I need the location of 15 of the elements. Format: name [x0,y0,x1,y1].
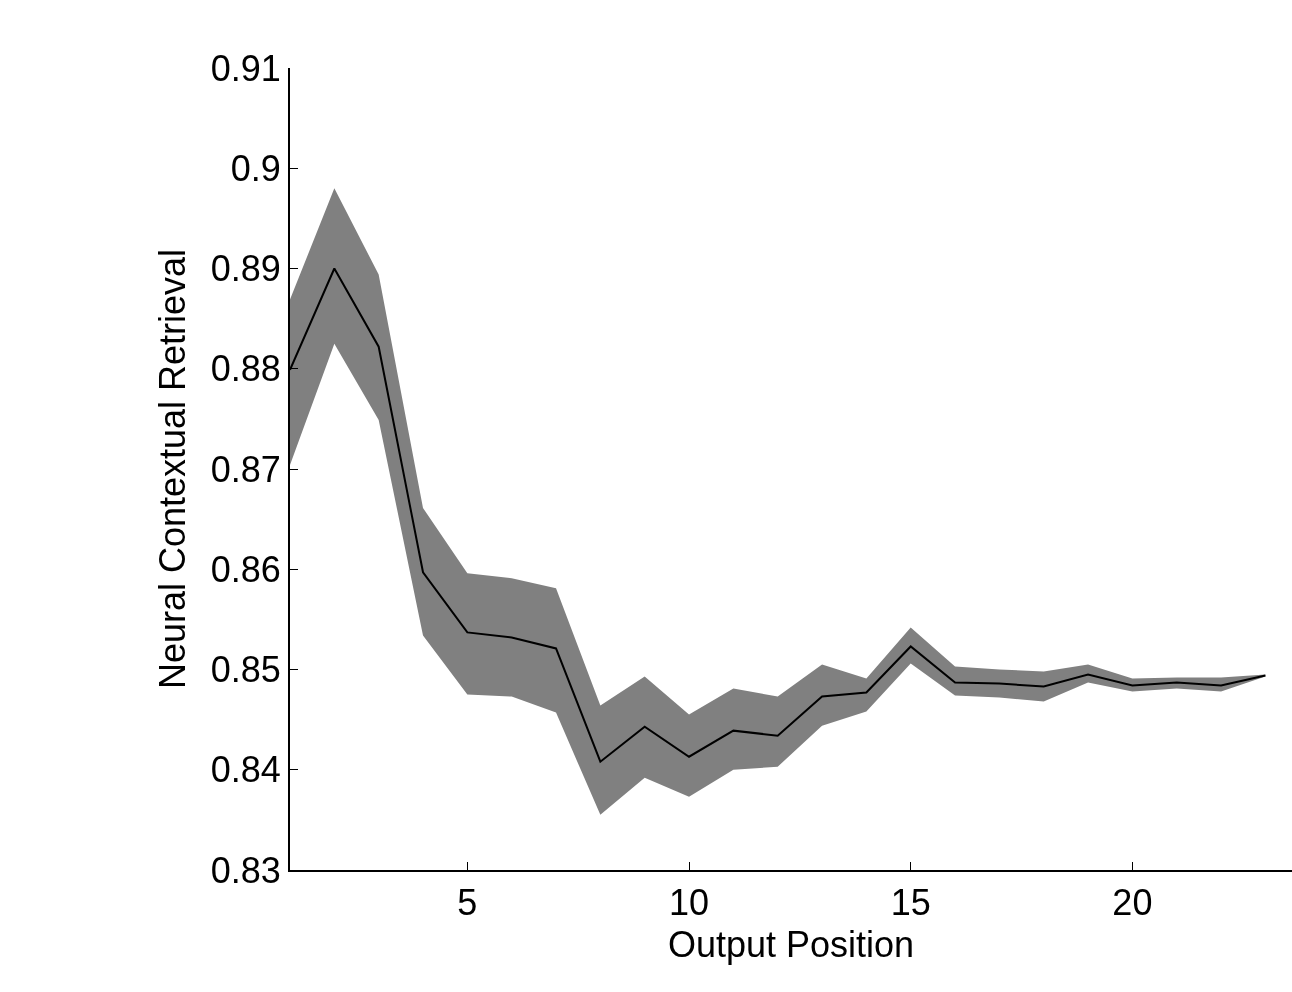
y-tick-label: 0.89 [210,248,281,290]
x-axis-title: Output Position [667,924,915,966]
x-tick-label: 15 [890,882,931,924]
y-tick-label: 0.88 [210,348,281,390]
x-tick-label: 5 [457,882,478,924]
y-tick-label: 0.86 [210,548,281,590]
y-tick-label: 0.9 [230,147,281,189]
x-tick-label: 10 [669,882,710,924]
y-tick-label: 0.83 [210,849,281,891]
x-tick-label: 20 [1112,882,1153,924]
y-tick-label: 0.91 [210,47,281,89]
y-tick-label: 0.85 [210,649,281,691]
y-tick-label: 0.87 [210,448,281,490]
y-axis-title: Neural Contextual Retrieval [152,248,194,690]
y-tick-label: 0.84 [210,749,281,791]
